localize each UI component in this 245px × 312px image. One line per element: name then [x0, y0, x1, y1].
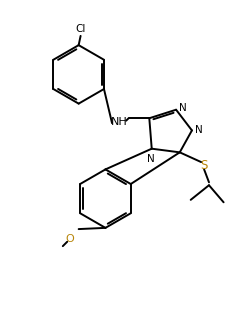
- Text: Cl: Cl: [75, 24, 86, 34]
- Text: S: S: [200, 159, 208, 172]
- Text: N: N: [179, 103, 187, 113]
- Text: N: N: [195, 125, 203, 135]
- Text: NH: NH: [110, 117, 127, 127]
- Text: O: O: [66, 234, 74, 244]
- Text: N: N: [147, 154, 154, 163]
